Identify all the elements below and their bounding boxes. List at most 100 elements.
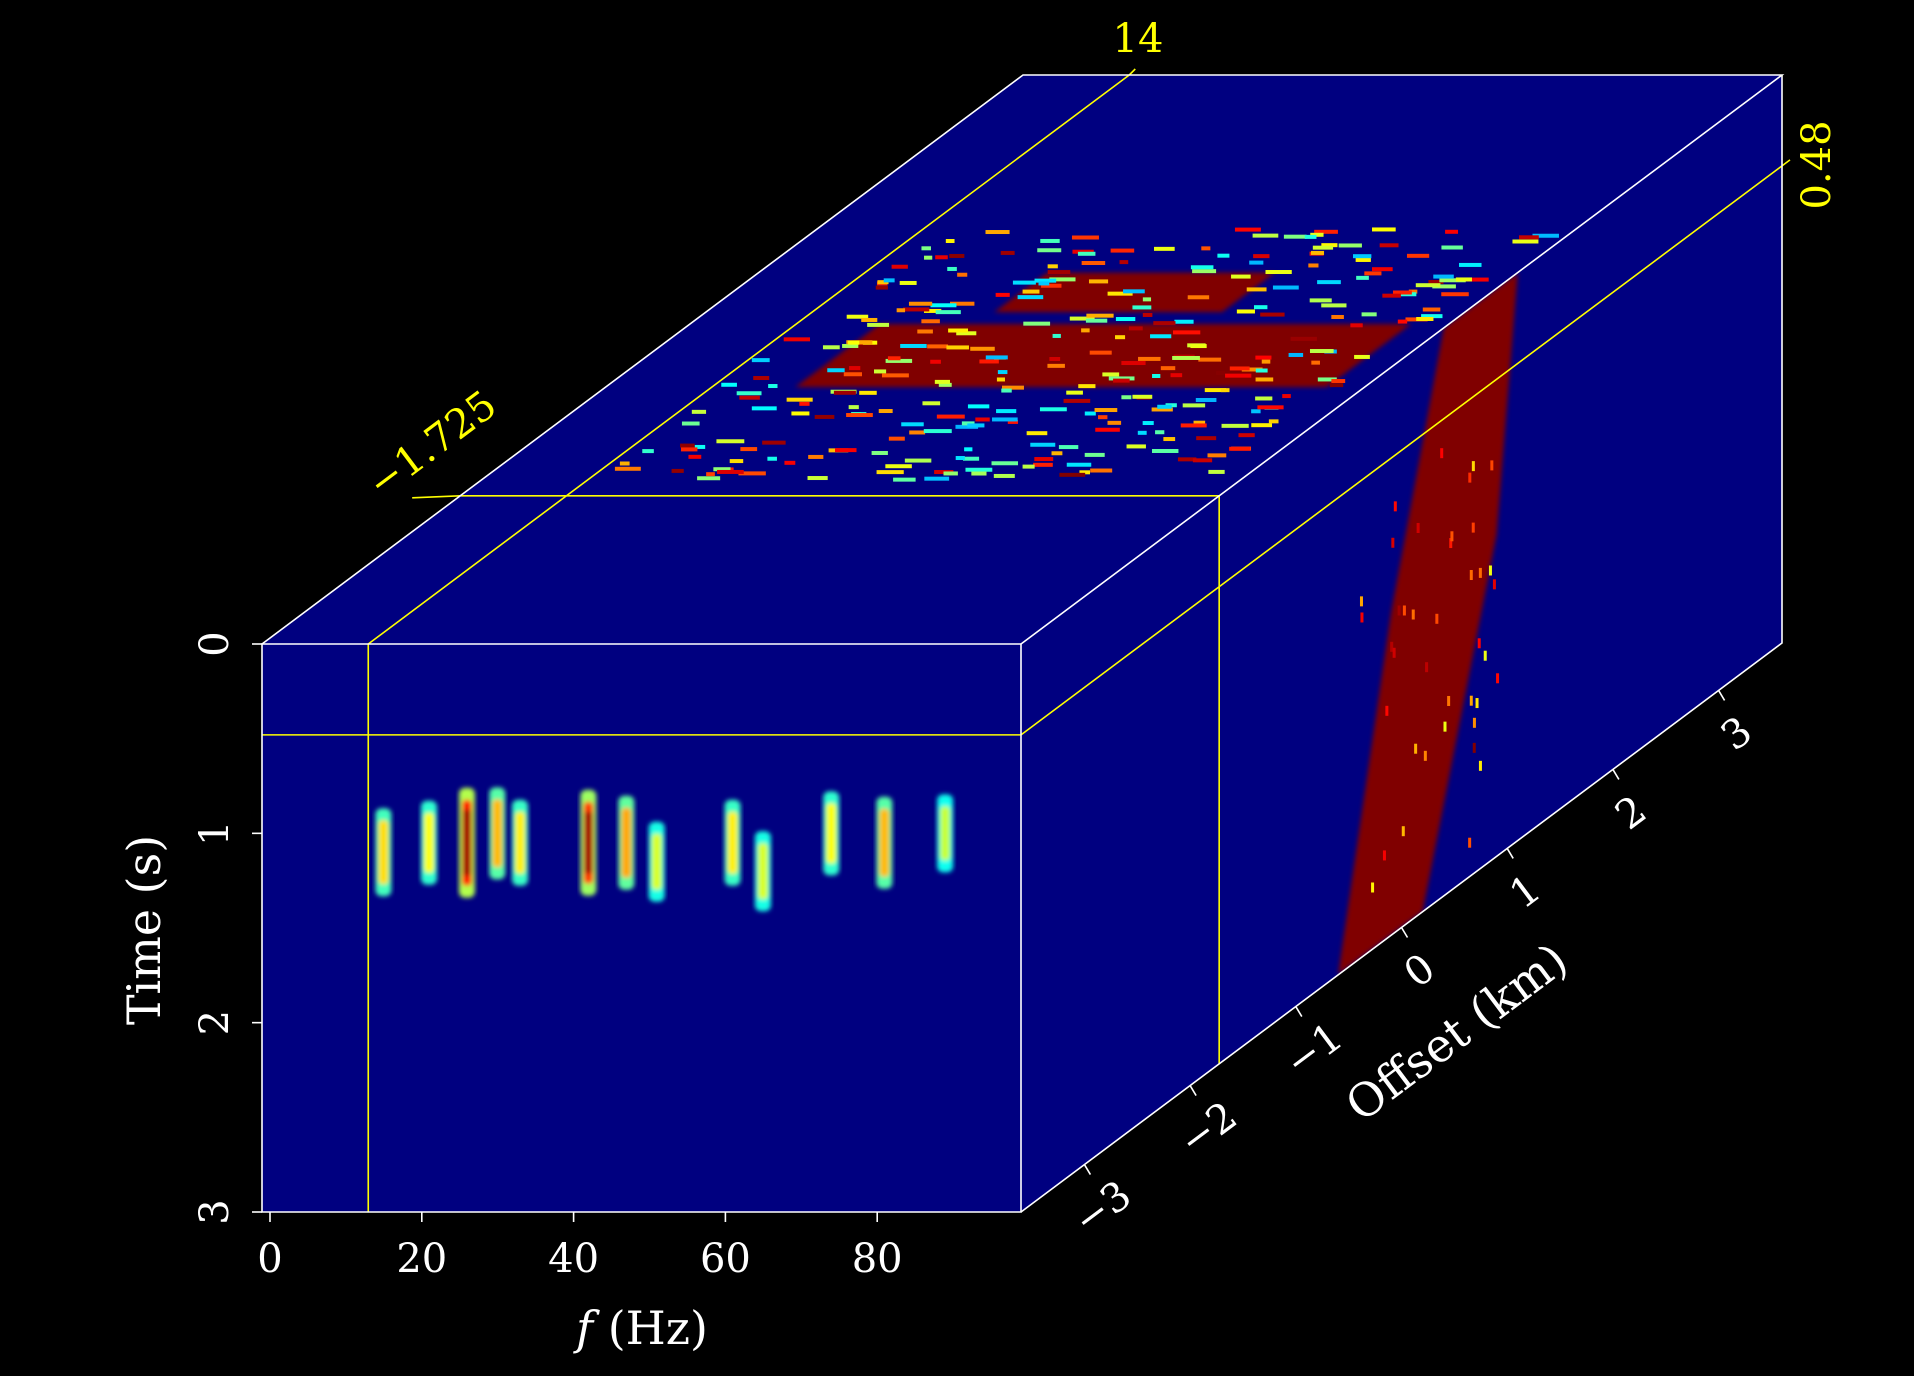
top-speck bbox=[614, 466, 641, 471]
top-speck bbox=[1338, 243, 1362, 248]
event-core bbox=[940, 806, 951, 861]
top-speck bbox=[887, 356, 901, 361]
top-speck bbox=[1077, 251, 1096, 256]
top-speck bbox=[783, 337, 810, 342]
front-event bbox=[580, 789, 597, 896]
top-speck bbox=[876, 470, 904, 475]
event-core bbox=[492, 799, 503, 868]
top-speck bbox=[867, 322, 890, 327]
top-speck bbox=[1225, 373, 1252, 378]
top-speck bbox=[930, 359, 941, 364]
offset-axis-label: Offset (km) bbox=[1335, 932, 1577, 1132]
offset-tick bbox=[1295, 1006, 1303, 1017]
top-speck bbox=[1397, 319, 1408, 324]
top-speck bbox=[1229, 366, 1250, 371]
top-speck bbox=[896, 308, 906, 313]
top-speck bbox=[1312, 245, 1334, 250]
front-event bbox=[512, 799, 529, 886]
top-speck bbox=[1311, 360, 1320, 365]
top-speck bbox=[967, 404, 990, 409]
side-speck bbox=[1397, 605, 1401, 616]
top-speck bbox=[900, 343, 927, 348]
top-speck bbox=[1408, 289, 1418, 294]
top-speck bbox=[1356, 275, 1369, 280]
top-speck bbox=[1371, 267, 1393, 272]
top-speck bbox=[995, 292, 1010, 297]
top-speck bbox=[979, 359, 999, 364]
top-speck bbox=[1229, 446, 1251, 451]
side-speck bbox=[1492, 579, 1496, 590]
top-speck bbox=[996, 409, 1017, 414]
top-speck bbox=[1421, 314, 1443, 319]
front-panel-data bbox=[375, 787, 954, 912]
side-speck bbox=[1416, 522, 1420, 533]
top-speck bbox=[1182, 403, 1206, 408]
top-speck bbox=[694, 444, 706, 449]
offset-tick-label: 3 bbox=[1713, 708, 1761, 760]
top-speck bbox=[751, 406, 777, 411]
top-speck bbox=[736, 391, 762, 396]
offset-tick bbox=[1189, 1085, 1197, 1096]
top-speck bbox=[1047, 363, 1065, 368]
top-speck bbox=[1026, 431, 1048, 436]
top-speck bbox=[1058, 445, 1079, 450]
top-speck bbox=[1304, 234, 1317, 239]
top-speck bbox=[1039, 407, 1067, 412]
side-speck bbox=[1468, 837, 1472, 848]
top-speck bbox=[1180, 423, 1207, 428]
top-speck bbox=[945, 239, 955, 244]
top-speck bbox=[1282, 394, 1291, 399]
top-speck bbox=[923, 429, 952, 434]
side-speck bbox=[1385, 705, 1389, 716]
top-speck bbox=[1255, 377, 1274, 382]
front-event bbox=[876, 796, 893, 889]
side-speck bbox=[1443, 721, 1447, 732]
top-speck bbox=[1034, 278, 1057, 283]
top-speck bbox=[1177, 457, 1197, 462]
event-core bbox=[378, 820, 389, 885]
top-speck bbox=[1081, 260, 1106, 265]
top-speck bbox=[846, 314, 869, 319]
top-speck bbox=[1221, 423, 1249, 428]
side-speck bbox=[1359, 596, 1363, 607]
top-speck bbox=[901, 422, 924, 427]
top-speck bbox=[955, 456, 965, 461]
time-axis-label: Time (s) bbox=[117, 835, 171, 1025]
front-event bbox=[489, 787, 506, 880]
side-speck bbox=[1423, 750, 1427, 761]
top-speck bbox=[1241, 367, 1263, 372]
top-speck bbox=[921, 319, 940, 324]
top-speck bbox=[1379, 243, 1399, 248]
top-speck bbox=[935, 255, 948, 260]
top-speck bbox=[1204, 388, 1227, 393]
side-face-edge bbox=[1020, 75, 1783, 1213]
top-speck bbox=[1187, 295, 1210, 300]
top-panel-data bbox=[614, 227, 1559, 482]
top-speck bbox=[930, 303, 957, 308]
side-speck bbox=[1425, 662, 1429, 673]
top-speck bbox=[834, 448, 857, 453]
top-speck bbox=[921, 246, 931, 251]
top-speck bbox=[1308, 263, 1319, 268]
top-speck bbox=[1170, 373, 1183, 378]
top-speck bbox=[1441, 245, 1463, 250]
top-speck bbox=[877, 280, 889, 285]
top-speck bbox=[1157, 404, 1172, 409]
side-speck bbox=[1371, 882, 1375, 893]
top-speck bbox=[688, 454, 702, 459]
top-speck bbox=[885, 464, 912, 469]
top-speck bbox=[681, 447, 698, 452]
top-speck bbox=[1047, 264, 1058, 269]
top-speck bbox=[680, 443, 695, 448]
frequency-slice-label: 14 bbox=[1113, 16, 1164, 62]
side-speck bbox=[1401, 826, 1405, 837]
top-speck bbox=[1216, 371, 1225, 376]
top-speck bbox=[1432, 284, 1456, 289]
top-speck bbox=[899, 280, 917, 285]
top-speck bbox=[967, 423, 985, 428]
event-core bbox=[727, 811, 738, 874]
top-speck bbox=[1288, 352, 1304, 357]
top-speck bbox=[1012, 280, 1036, 285]
top-speck bbox=[1260, 312, 1285, 317]
